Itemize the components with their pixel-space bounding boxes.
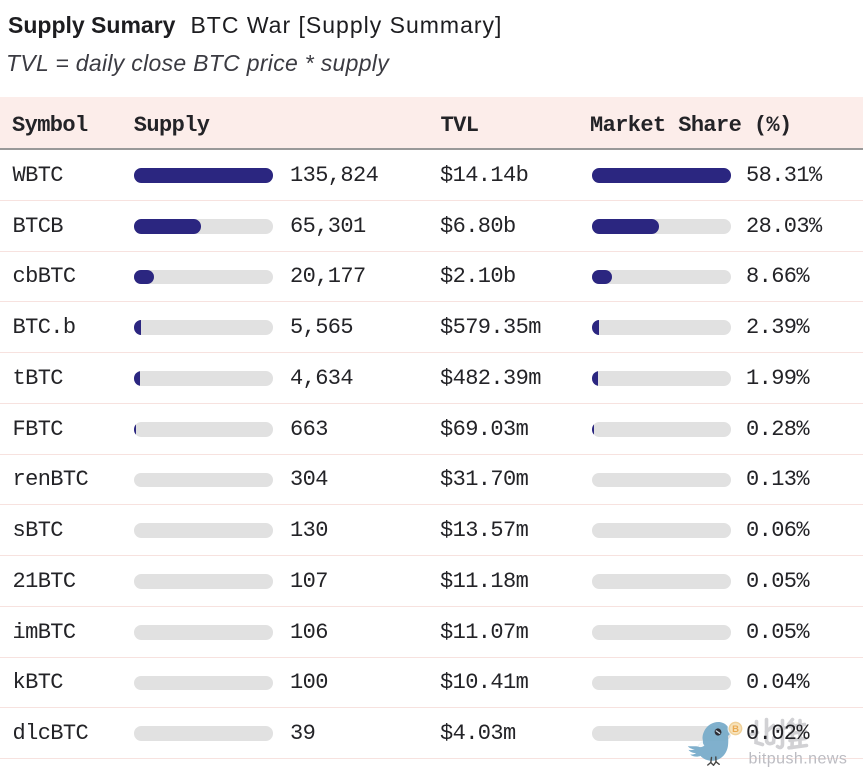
svg-text:bitpush.news: bitpush.news bbox=[749, 751, 848, 768]
svg-text:B: B bbox=[732, 724, 739, 735]
